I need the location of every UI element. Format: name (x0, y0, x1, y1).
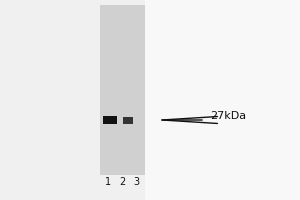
Bar (100, 5, 145, 175)
Text: 2: 2 (119, 177, 125, 187)
Text: 3: 3 (133, 177, 139, 187)
Text: 1: 1 (105, 177, 111, 187)
Bar (103, 116, 117, 124)
Bar (145, 0, 300, 200)
Bar (123, 116, 133, 123)
Text: 27kDa: 27kDa (210, 111, 246, 121)
